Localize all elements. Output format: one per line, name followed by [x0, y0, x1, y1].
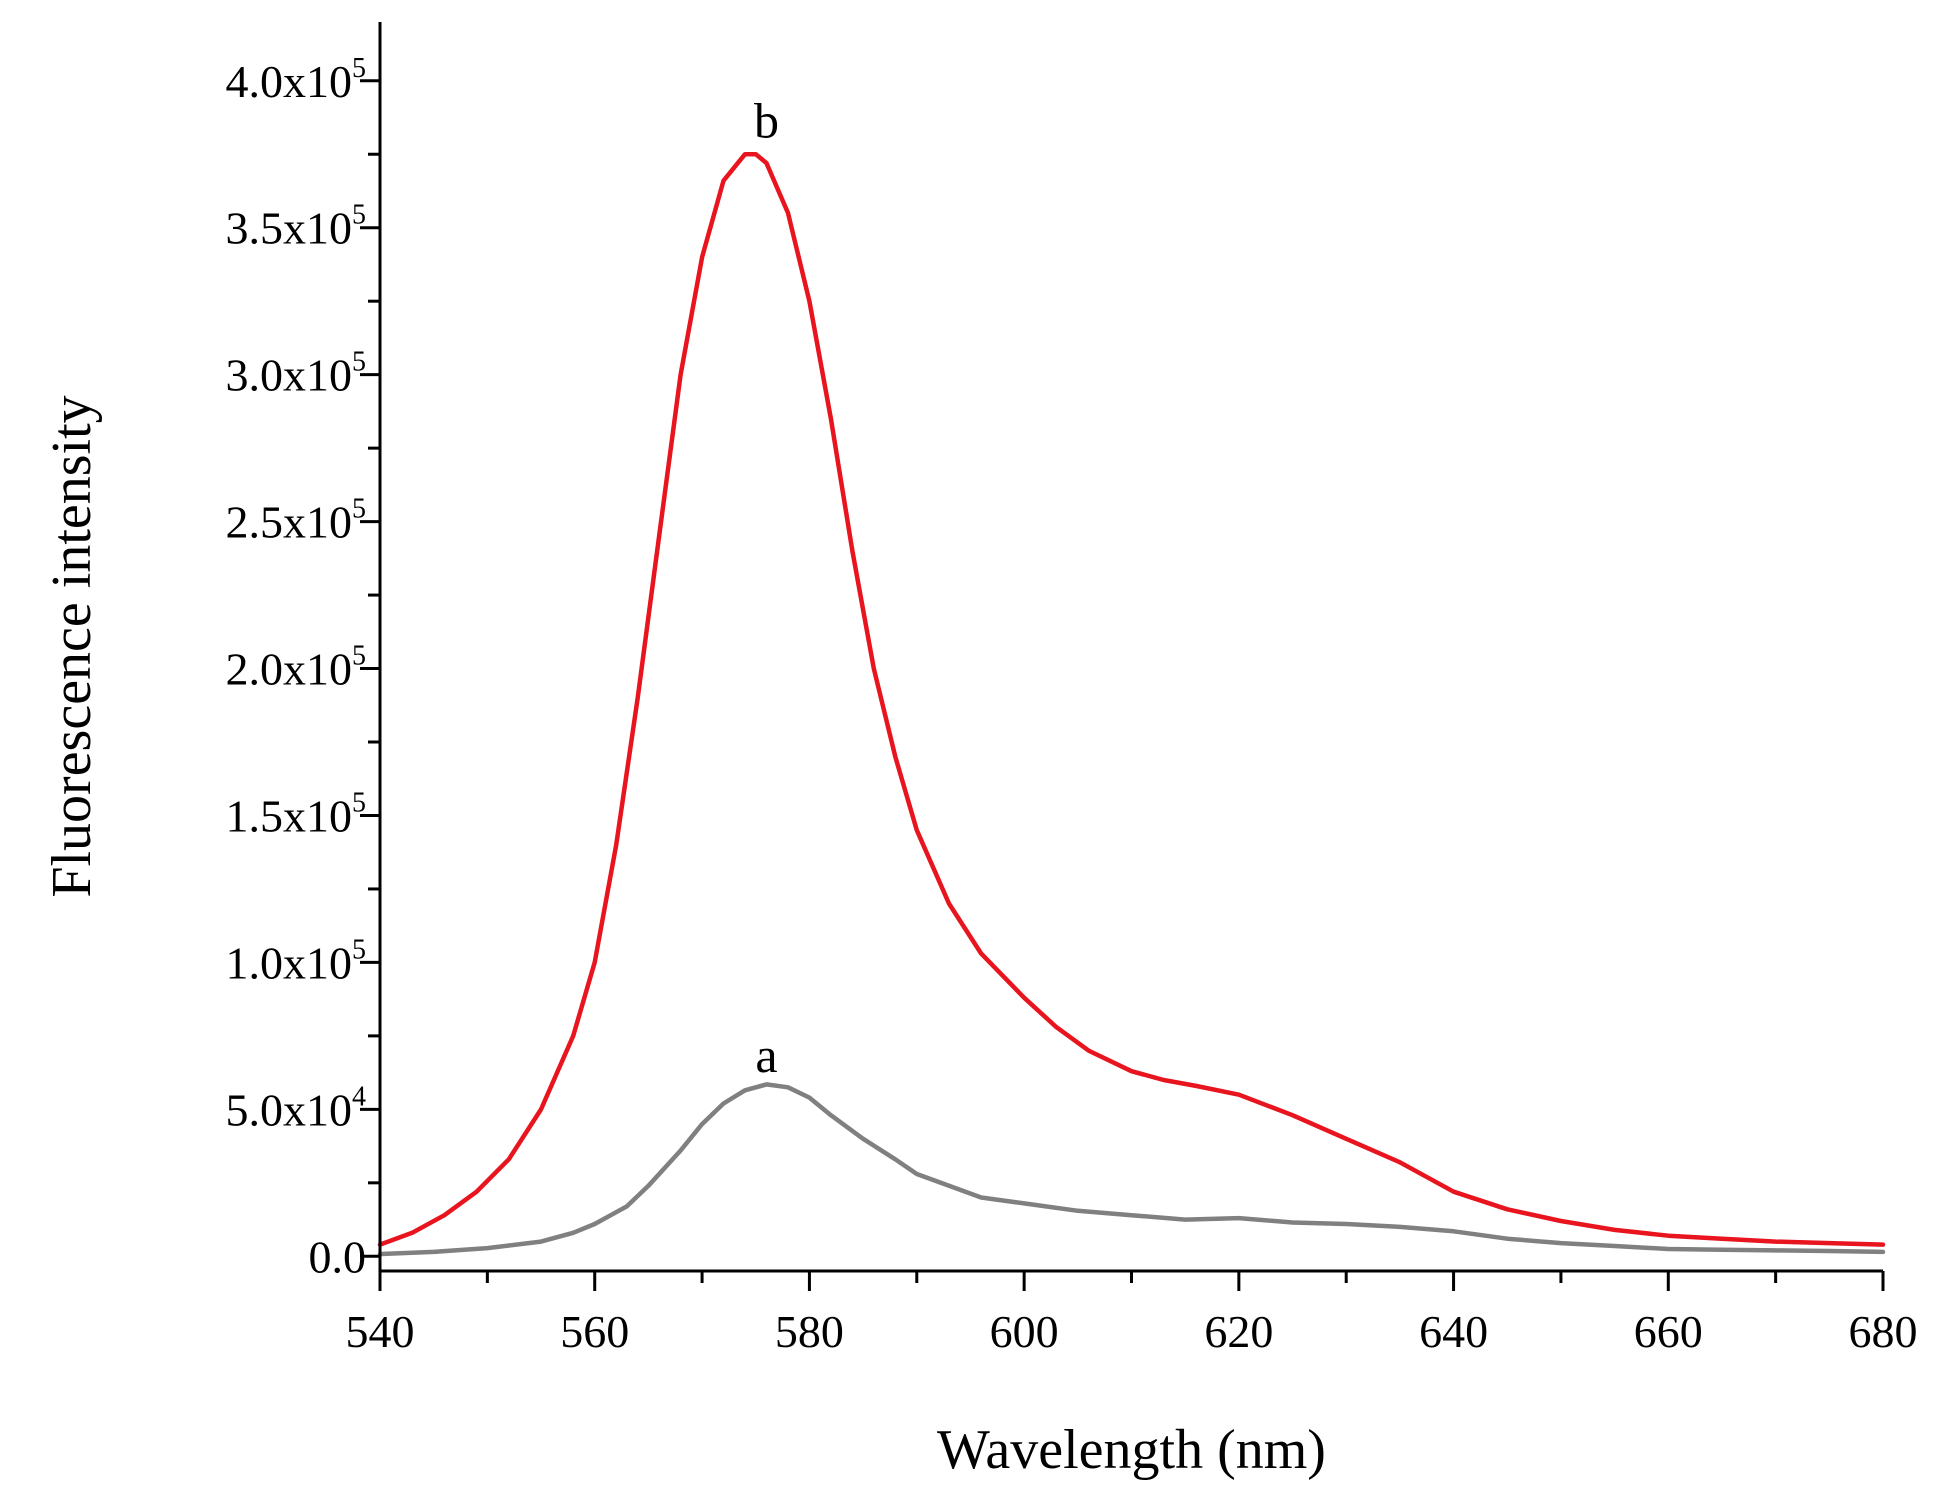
x-tick-label: 660 [1634, 1306, 1703, 1357]
y-axis: 0.0 5.0x104 1.0x105 1.5x105 2.0x105 2.5x105 3.… [226, 22, 382, 1282]
x-tick-label: 600 [990, 1306, 1059, 1357]
x-tick-label: 580 [775, 1306, 844, 1357]
y-tick-label: 1.0x105 [226, 934, 367, 988]
y-tick-label: 3.5x105 [226, 200, 367, 254]
y-axis-title: Fluorescence intensity [41, 395, 103, 897]
series-line-b [377, 151, 1886, 1247]
y-tick-label: 4.0x105 [226, 53, 367, 107]
series-labels: ab [754, 92, 779, 1083]
y-tick-label: 2.5x105 [226, 494, 367, 548]
y-tick-label: 5.0x104 [226, 1081, 367, 1135]
x-axis-title: Wavelength (nm) [937, 1419, 1326, 1481]
x-tick-label: 560 [560, 1306, 629, 1357]
x-tick-label: 640 [1419, 1306, 1488, 1357]
x-tick-label: 540 [346, 1306, 415, 1357]
series-label-b: b [754, 92, 779, 148]
y-tick-label: 3.0x105 [226, 347, 367, 401]
y-tick-label: 1.5x105 [226, 787, 367, 841]
y-tick-label: 0.0 [309, 1231, 367, 1282]
x-tick-label: 680 [1849, 1306, 1918, 1357]
y-tick-label: 2.0x105 [226, 641, 367, 695]
x-tick-label: 620 [1204, 1306, 1273, 1357]
x-axis: 540 560 580 600 620 640 660 680 [346, 1269, 1918, 1357]
series-line-a [377, 1082, 1886, 1257]
series-label-a: a [755, 1027, 777, 1083]
plot-series [377, 151, 1886, 1257]
